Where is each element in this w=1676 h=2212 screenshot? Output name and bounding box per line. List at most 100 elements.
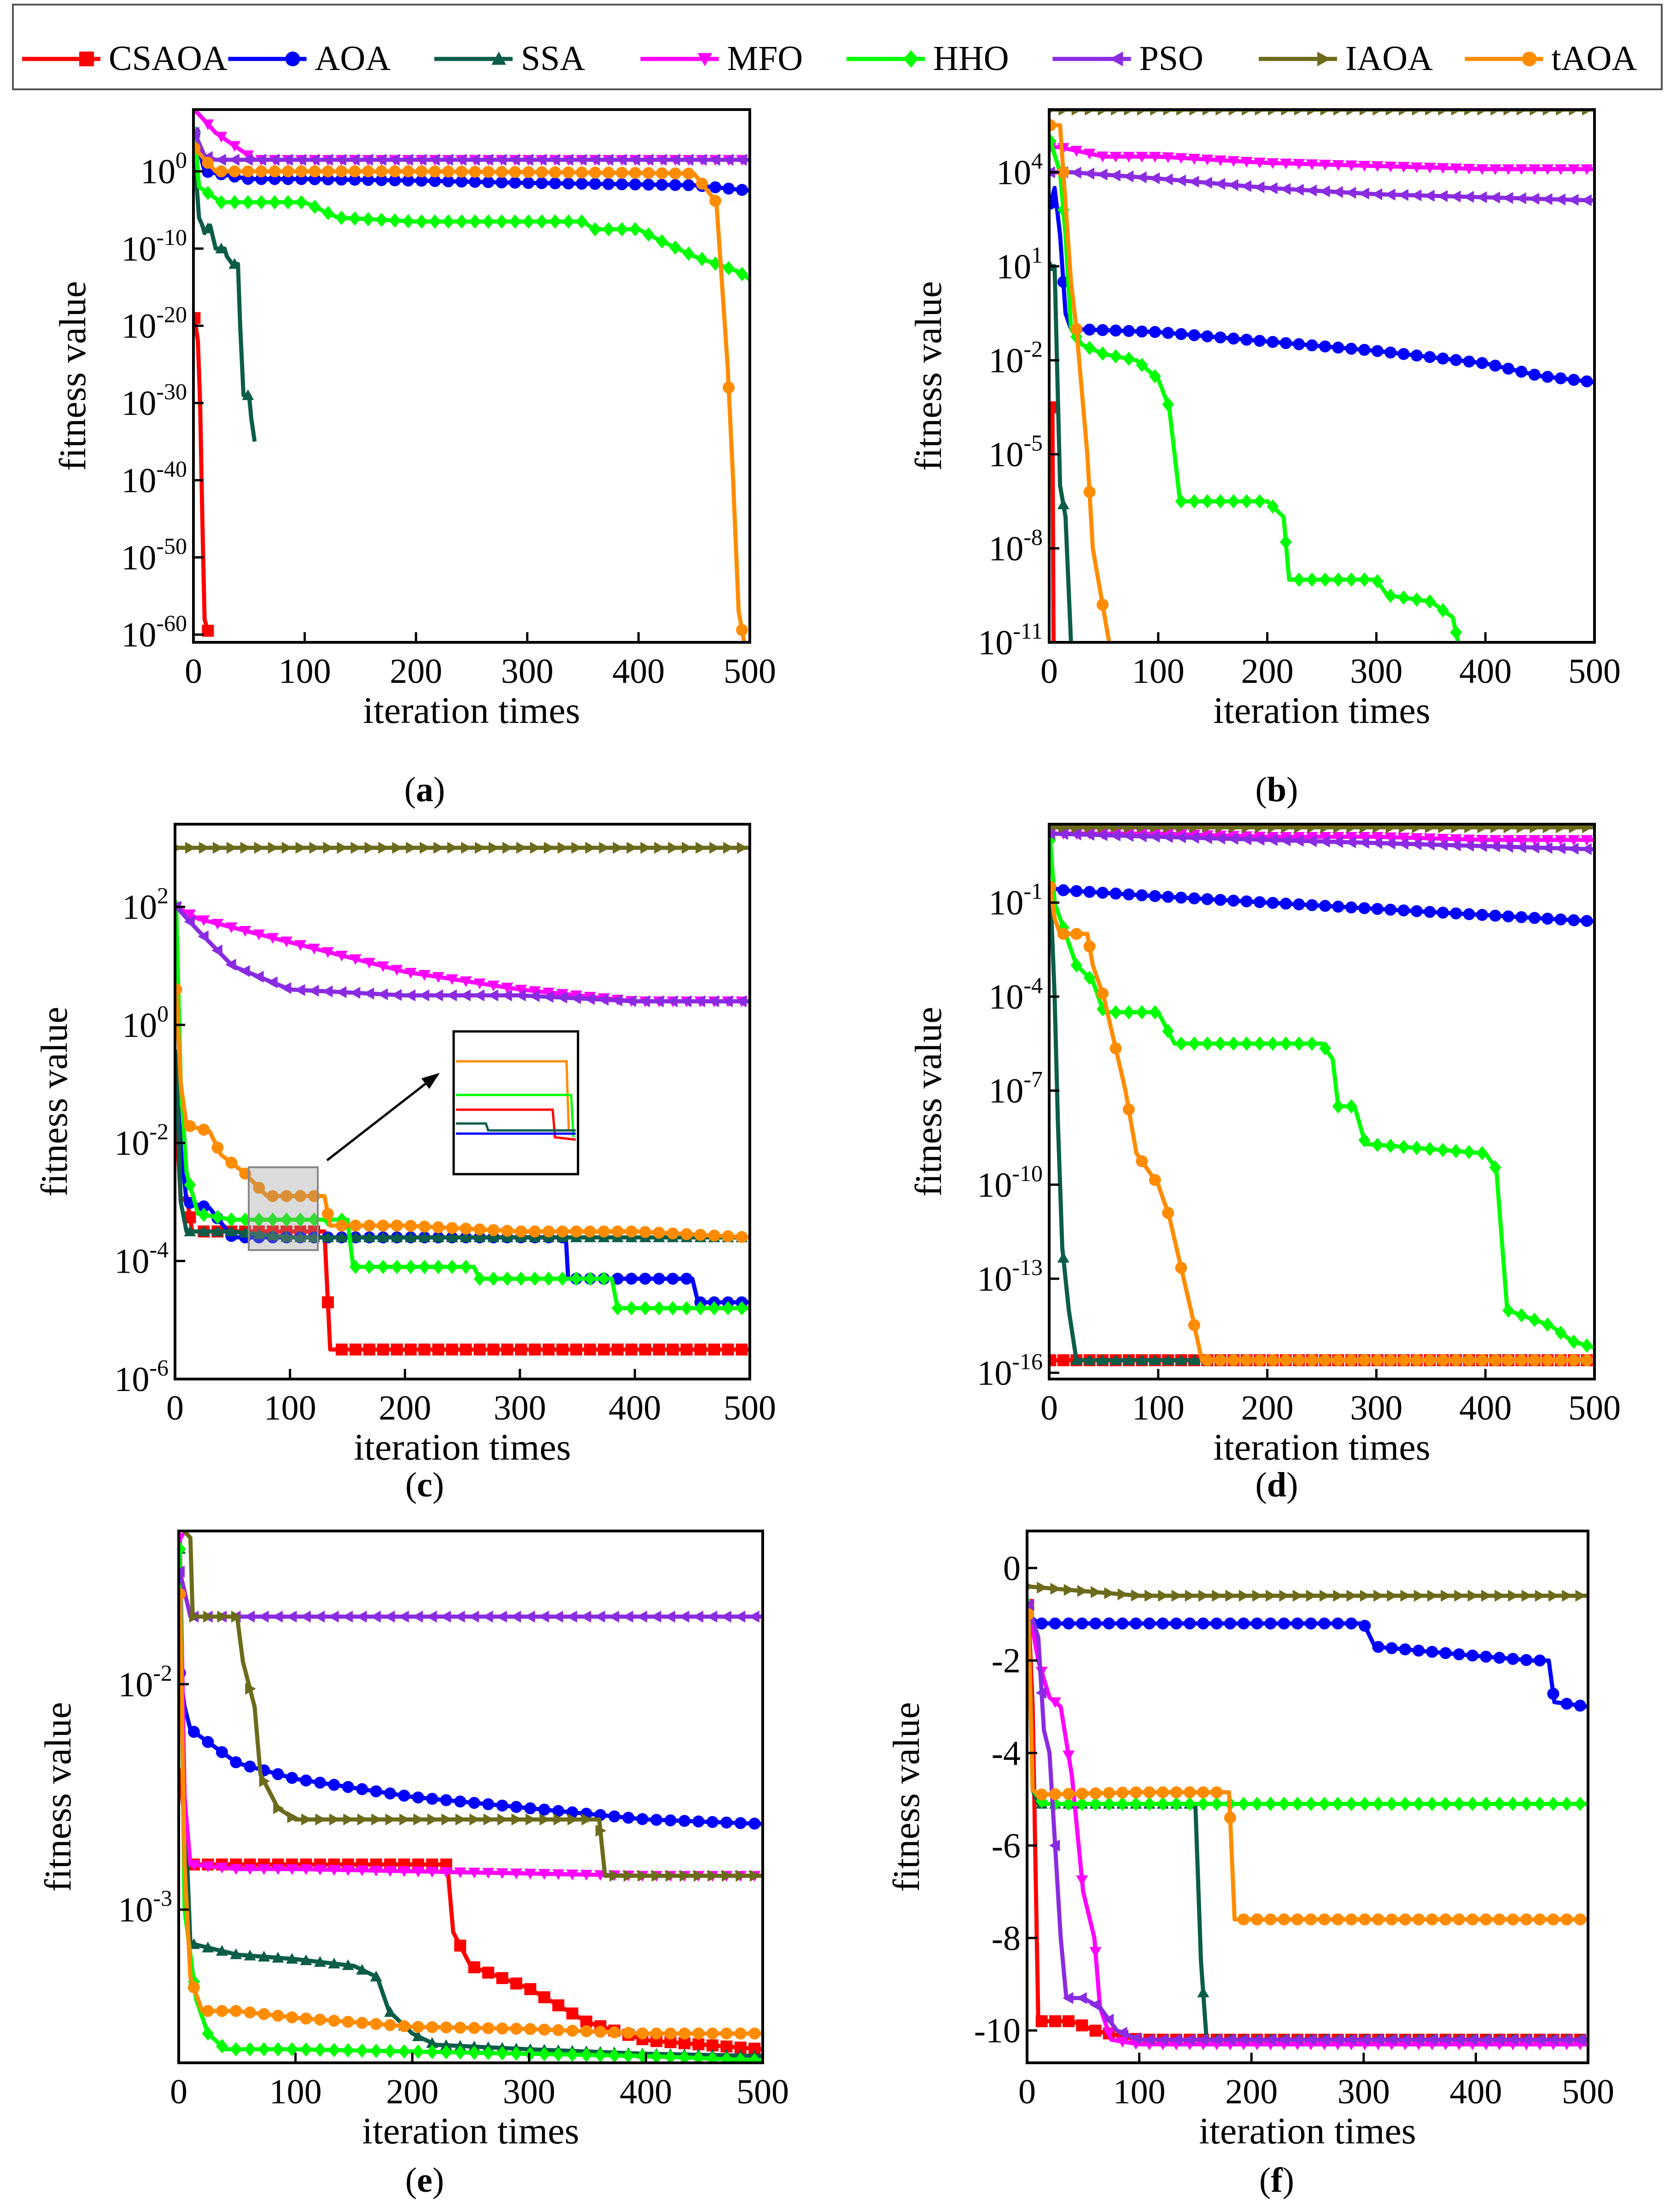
data-point-hho [1358, 572, 1371, 587]
x-tick-label: 500 [724, 1389, 776, 1427]
data-point-mfo [198, 915, 210, 926]
data-point-pso [391, 989, 402, 1001]
data-point-hho [363, 1259, 375, 1275]
data-point-pso [1049, 827, 1055, 840]
x-tick-label: 200 [386, 2072, 438, 2111]
data-point-ssa [1197, 1986, 1209, 1997]
data-point-mfo [211, 919, 224, 930]
data-point-hho [678, 2050, 691, 2063]
data-point-pso [389, 153, 400, 166]
data-point-aoa [611, 1273, 624, 1285]
x-tick-label: 100 [269, 2072, 322, 2111]
data-point-hho [1089, 1796, 1102, 1811]
data-point-taoa [1214, 1354, 1226, 1367]
data-point-aoa [244, 1760, 256, 1773]
data-point-iaoa [1111, 824, 1122, 833]
data-point-hho [1385, 1796, 1398, 1811]
data-point-hho [1156, 1796, 1169, 1811]
x-tick-label: 0 [1040, 1389, 1058, 1427]
data-point-iaoa [1238, 1589, 1250, 1602]
data-point-iaoa [447, 842, 458, 854]
data-point-hho [215, 195, 228, 210]
data-point-iaoa [441, 1813, 452, 1826]
data-point-aoa [1184, 1617, 1196, 1630]
data-point-taoa [1035, 1788, 1048, 1801]
data-point-hho [1306, 572, 1318, 587]
data-point-taoa [1210, 1786, 1223, 1799]
data-point-aoa [629, 178, 642, 191]
series-line-aoa [1049, 186, 1594, 384]
data-point-iaoa [1145, 1589, 1156, 1602]
x-tick-label: 100 [1132, 652, 1185, 691]
data-point-mfo [1110, 151, 1122, 163]
data-point-hho [468, 2045, 480, 2060]
data-point-ssa [1070, 1354, 1083, 1365]
data-point-iaoa [1252, 1589, 1263, 1602]
data-point-iaoa [709, 842, 720, 854]
data-point-hho [1214, 1036, 1226, 1051]
data-point-taoa [642, 167, 655, 179]
data-point-iaoa [1441, 1589, 1452, 1602]
data-point-aoa [1581, 375, 1593, 388]
data-point-mfo [460, 976, 472, 987]
data-point-hho [1450, 625, 1462, 640]
data-point-pso [642, 153, 654, 166]
data-point-iaoa [1228, 824, 1240, 833]
data-point-iaoa [585, 842, 596, 854]
data-point-taoa [549, 166, 561, 179]
data-point-taoa [1371, 1354, 1384, 1367]
data-point-iaoa [1477, 110, 1489, 116]
y-tick-label: 10-2 [114, 1118, 169, 1163]
data-point-aoa [1542, 913, 1554, 925]
data-point-iaoa [1117, 1588, 1129, 1601]
data-point-iaoa [571, 842, 583, 854]
data-point-hho [1359, 1796, 1371, 1811]
data-point-aoa [496, 176, 508, 189]
data-point-hho [356, 2043, 368, 2058]
data-point-mfo [398, 1866, 410, 1877]
series-line-mfo [193, 110, 750, 162]
data-point-pso [1027, 1599, 1033, 1611]
data-point-taoa [1453, 1913, 1465, 1926]
data-point-taoa [1480, 1913, 1492, 1926]
data-point-iaoa [539, 1813, 550, 1826]
data-point-pso [1424, 838, 1435, 851]
data-point-pso [1437, 190, 1448, 202]
data-point-aoa [549, 177, 561, 190]
data-point-taoa [576, 166, 588, 179]
data-point-hho [482, 214, 495, 229]
data-point-csaoa [391, 1343, 403, 1356]
data-point-mfo [1568, 164, 1580, 175]
data-point-pso [1122, 170, 1134, 183]
data-point-hho [1305, 1796, 1317, 1811]
data-point-aoa [1439, 1647, 1452, 1659]
data-point-hho [370, 2043, 382, 2058]
data-point-pso [349, 987, 361, 999]
data-point-taoa [524, 2023, 537, 2035]
data-point-pso [1372, 2033, 1383, 2046]
y-axis-label: fitness value [37, 1702, 79, 1892]
data-point-pso [1489, 840, 1500, 853]
legend-entry-hho: HHO [847, 39, 1009, 78]
data-point-aoa [552, 1805, 565, 1817]
data-point-pso [446, 989, 457, 1001]
data-point-hho [1568, 1334, 1580, 1349]
data-point-aoa [455, 175, 468, 188]
data-point-pso [1542, 193, 1553, 205]
data-point-hho [1306, 1036, 1318, 1051]
data-point-mfo [1254, 157, 1266, 169]
data-point-iaoa [1503, 824, 1514, 833]
data-point-iaoa [392, 842, 403, 854]
data-point-iaoa [420, 842, 431, 854]
series-markers-iaoa [175, 842, 748, 854]
data-point-taoa [1450, 1354, 1462, 1367]
data-point-pso [375, 153, 386, 166]
data-point-mfo [1384, 832, 1397, 844]
data-point-taoa [562, 166, 575, 179]
data-point-aoa [1224, 1617, 1236, 1630]
data-point-pso [1184, 2033, 1195, 2046]
data-point-hho [629, 222, 642, 237]
data-point-iaoa [1189, 110, 1200, 116]
data-point-hho [202, 2026, 214, 2041]
data-point-iaoa [694, 1869, 705, 1882]
